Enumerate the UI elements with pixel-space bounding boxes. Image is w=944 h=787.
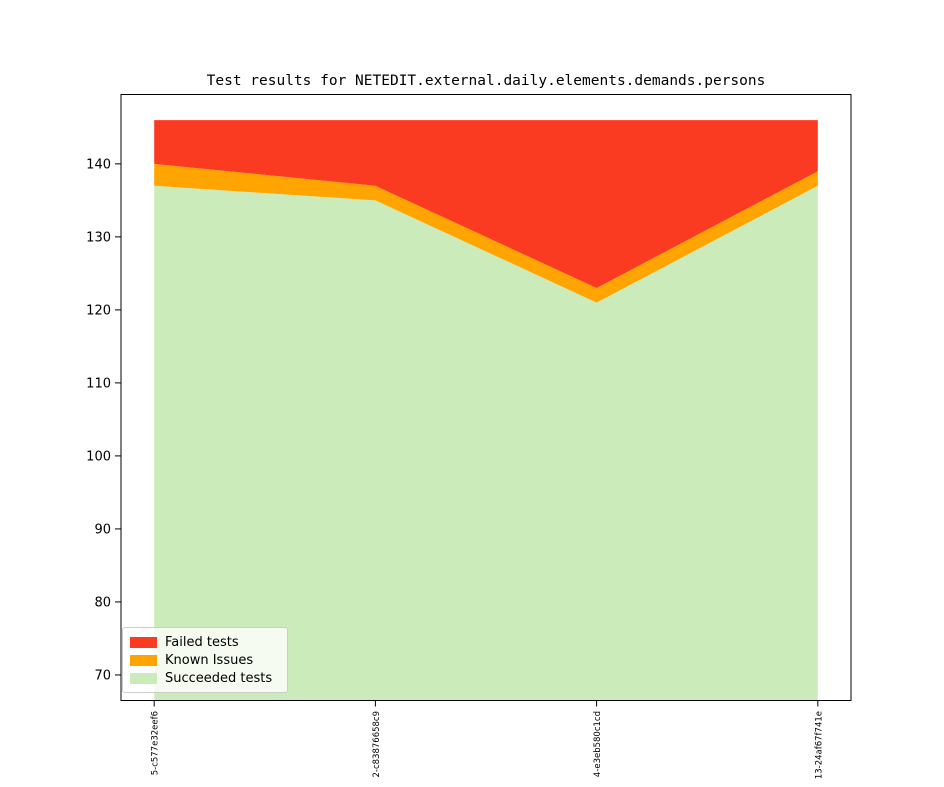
x-tick-label: 4-e3eb580c1cd [593,711,603,777]
y-tick-label: 120 [86,303,111,318]
y-tick-label: 80 [94,595,111,610]
legend-label-succeeded-tests: Succeeded tests [165,671,273,686]
legend-label-known-issues: Known Issues [165,653,254,668]
x-tick-label: 2-c83876658c9 [372,711,382,778]
failed-tests-swatch [130,637,157,648]
known-issues-swatch [130,655,157,666]
area-succeeded-tests [154,185,818,701]
plot-frame [120,94,852,701]
y-tick-label: 110 [86,376,111,391]
y-tick-label: 100 [86,449,111,464]
y-tick-label: 140 [86,157,111,172]
chart-title: Test results for NETEDIT.external.daily.… [206,73,766,89]
legend-item-succeeded-tests: Succeeded tests [130,670,279,687]
legend-item-failed-tests: Failed tests [130,634,279,651]
legend: Failed tests Known Issues Succeeded test… [122,627,288,693]
area-known-issues [154,163,818,303]
legend-item-known-issues: Known Issues [130,652,279,669]
legend-label-failed-tests: Failed tests [165,635,239,650]
y-tick-label: 130 [86,230,111,245]
succeeded-tests-swatch [130,673,157,684]
x-tick-label: 13-24af67f741e [814,711,824,779]
y-tick-label: 90 [94,522,111,537]
area-failed-tests [154,120,818,288]
y-tick-label: 70 [94,668,111,683]
x-tick-label: 5-c577e32eef6 [151,711,161,775]
